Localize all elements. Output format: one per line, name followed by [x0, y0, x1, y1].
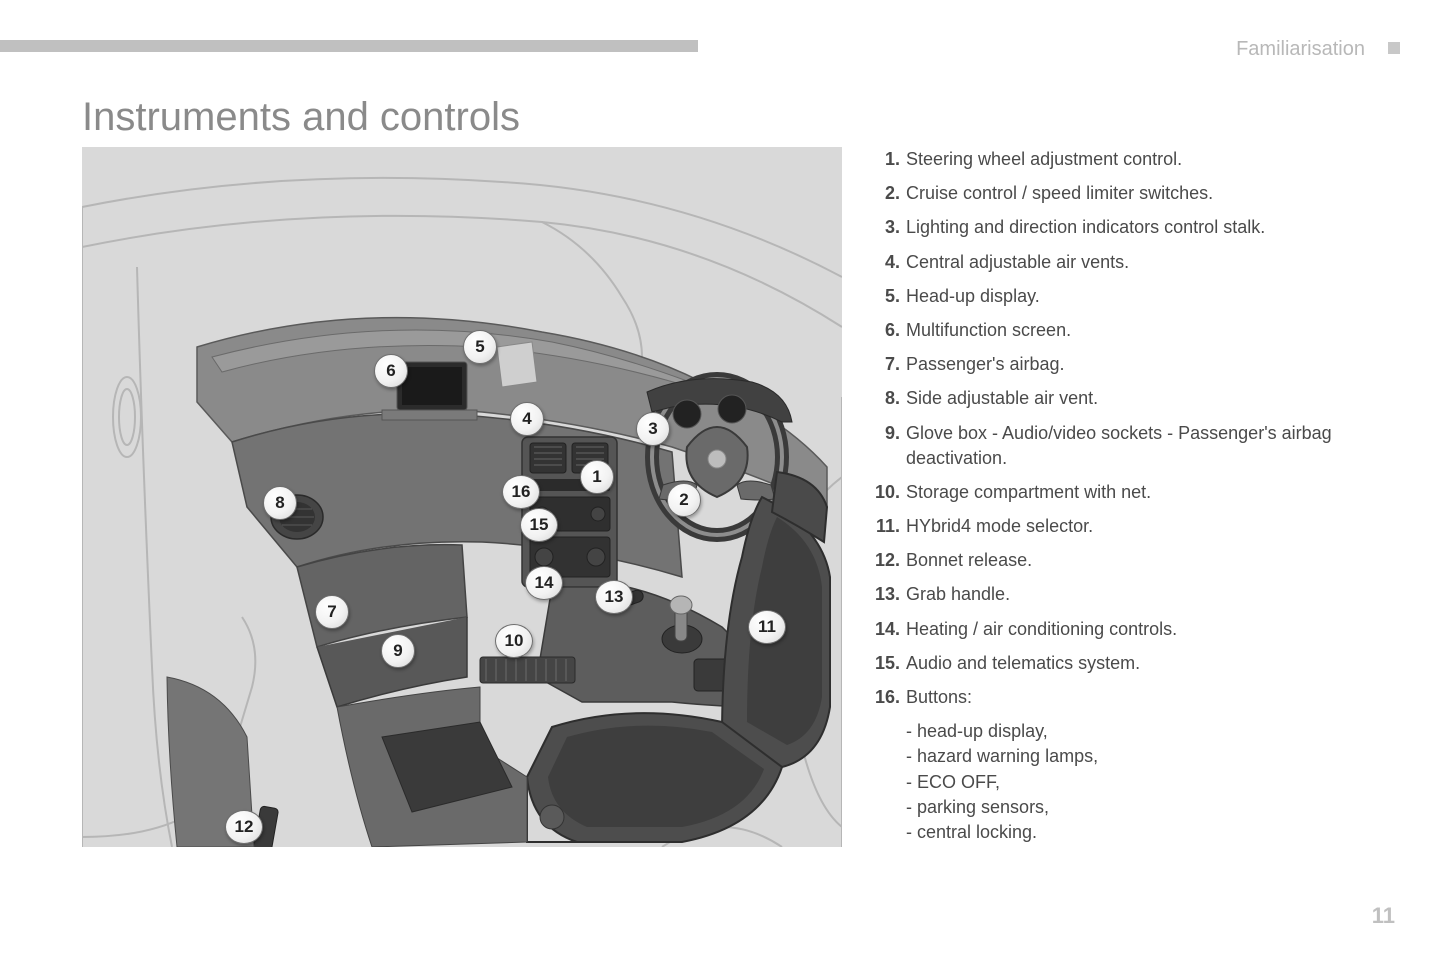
legend-item-text: Buttons:	[906, 685, 972, 710]
diagram-area: 12345678910111213141516	[82, 147, 842, 847]
legend-item-text: Steering wheel adjustment control.	[906, 147, 1182, 172]
legend-item-text: Lighting and direction indicators contro…	[906, 215, 1265, 240]
legend-item-text: Grab handle.	[906, 582, 1010, 607]
legend-item-number: 5.	[872, 284, 906, 309]
legend-item-number: 4.	[872, 250, 906, 275]
page-number: 11	[1372, 903, 1395, 929]
legend-list: 1.Steering wheel adjustment control.2.Cr…	[872, 147, 1352, 845]
legend-item-text: Bonnet release.	[906, 548, 1032, 573]
legend-item: 8.Side adjustable air vent.	[872, 386, 1352, 411]
legend-item-text: Glove box - Audio/video sockets - Passen…	[906, 421, 1352, 471]
callout-16: 16	[502, 475, 540, 509]
callout-2: 2	[667, 483, 701, 517]
legend-item-number: 12.	[872, 548, 906, 573]
section-label: Familiarisation	[1236, 38, 1365, 61]
legend-item: 3.Lighting and direction indicators cont…	[872, 215, 1352, 240]
legend-item: 1.Steering wheel adjustment control.	[872, 147, 1352, 172]
page-title: Instruments and controls	[82, 95, 520, 140]
legend-item-text: Central adjustable air vents.	[906, 250, 1129, 275]
callout-15: 15	[520, 508, 558, 542]
legend-item-text: Audio and telematics system.	[906, 651, 1140, 676]
legend-item: 14.Heating / air conditioning controls.	[872, 617, 1352, 642]
callout-4: 4	[510, 402, 544, 436]
legend-item: 5.Head-up display.	[872, 284, 1352, 309]
legend-item: 7.Passenger's airbag.	[872, 352, 1352, 377]
callout-8: 8	[263, 486, 297, 520]
callout-11: 11	[748, 610, 786, 644]
legend-item: 15.Audio and telematics system.	[872, 651, 1352, 676]
legend-item-sub: - central locking.	[906, 820, 1352, 845]
legend-item-number: 14.	[872, 617, 906, 642]
legend-item-number: 8.	[872, 386, 906, 411]
legend-item-number: 3.	[872, 215, 906, 240]
legend-item-text: Head-up display.	[906, 284, 1040, 309]
callout-13: 13	[595, 580, 633, 614]
legend-item-text: Multifunction screen.	[906, 318, 1071, 343]
top-bar	[0, 40, 698, 52]
callout-12: 12	[225, 810, 263, 844]
legend-item-number: 1.	[872, 147, 906, 172]
legend-item: 10.Storage compartment with net.	[872, 480, 1352, 505]
legend-item-number: 11.	[872, 514, 906, 539]
legend-item-sub: - parking sensors,	[906, 795, 1352, 820]
legend-item: 2.Cruise control / speed limiter switche…	[872, 181, 1352, 206]
legend-item-text: HYbrid4 mode selector.	[906, 514, 1093, 539]
legend-item: 4.Central adjustable air vents.	[872, 250, 1352, 275]
callout-3: 3	[636, 412, 670, 446]
legend-item-number: 6.	[872, 318, 906, 343]
legend-item: 13.Grab handle.	[872, 582, 1352, 607]
legend-item-number: 16.	[872, 685, 906, 710]
legend-item-sub: - head-up display,	[906, 719, 1352, 744]
legend-item-text: Side adjustable air vent.	[906, 386, 1098, 411]
legend-item: 12.Bonnet release.	[872, 548, 1352, 573]
legend-item-sub: - ECO OFF,	[906, 770, 1352, 795]
callout-7: 7	[315, 595, 349, 629]
callout-6: 6	[374, 354, 408, 388]
legend-item-sub: - hazard warning lamps,	[906, 744, 1352, 769]
callout-5: 5	[463, 330, 497, 364]
legend-item-number: 15.	[872, 651, 906, 676]
legend-item: 11.HYbrid4 mode selector.	[872, 514, 1352, 539]
callout-14: 14	[525, 566, 563, 600]
legend-item-text: Cruise control / speed limiter switches.	[906, 181, 1213, 206]
callout-9: 9	[381, 634, 415, 668]
legend-item-number: 2.	[872, 181, 906, 206]
legend-item-text: Storage compartment with net.	[906, 480, 1151, 505]
section-square-icon	[1388, 42, 1400, 54]
legend-item: 9.Glove box - Audio/video sockets - Pass…	[872, 421, 1352, 471]
legend-item-number: 7.	[872, 352, 906, 377]
legend-item: 16.Buttons:	[872, 685, 1352, 710]
callout-10: 10	[495, 624, 533, 658]
legend-item: 6.Multifunction screen.	[872, 318, 1352, 343]
legend-item-number: 10.	[872, 480, 906, 505]
callout-1: 1	[580, 460, 614, 494]
legend-item-text: Heating / air conditioning controls.	[906, 617, 1177, 642]
legend-item-text: Passenger's airbag.	[906, 352, 1065, 377]
legend-item-number: 9.	[872, 421, 906, 446]
legend-item-number: 13.	[872, 582, 906, 607]
dashboard-illustration	[82, 147, 842, 847]
